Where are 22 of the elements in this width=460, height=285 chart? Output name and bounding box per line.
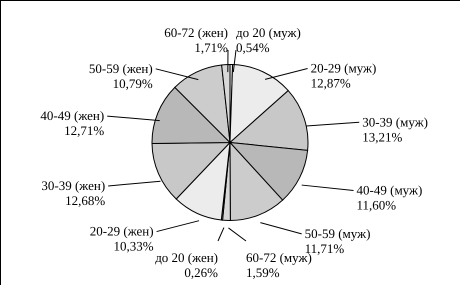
slice-label: до 20 (жен) [155, 250, 218, 265]
slice-label: 60-72 (жен) [164, 25, 228, 40]
slice-label: 40-49 (жен) [40, 108, 104, 124]
slice-label: 20-29 (жен) [90, 224, 154, 239]
data-label: 0,26% [184, 265, 218, 280]
data-label: 10,79% [112, 76, 153, 91]
slice-label: 50-59 (жен) [88, 60, 153, 76]
slice-label: 40-49 (муж) [356, 182, 422, 198]
data-label: 1,71% [194, 40, 228, 55]
data-label: 10,33% [113, 238, 154, 254]
data-label: 11,60% [356, 197, 396, 212]
slice-label: 30-39 (жен) [41, 178, 106, 194]
slice-label: 20-29 (муж) [310, 60, 376, 76]
data-label: 1,59% [246, 265, 280, 280]
slice-label: до 20 (муж) [236, 25, 301, 40]
data-label: 12,68% [65, 193, 106, 208]
slice-label: 30-39 (муж) [362, 114, 428, 130]
slice-label: 50-59 (муж) [304, 226, 370, 241]
data-label: 12,71% [64, 123, 104, 138]
data-label: 13,21% [362, 129, 402, 144]
data-label: 0,54% [236, 40, 270, 55]
data-label: 12,87% [310, 76, 351, 91]
